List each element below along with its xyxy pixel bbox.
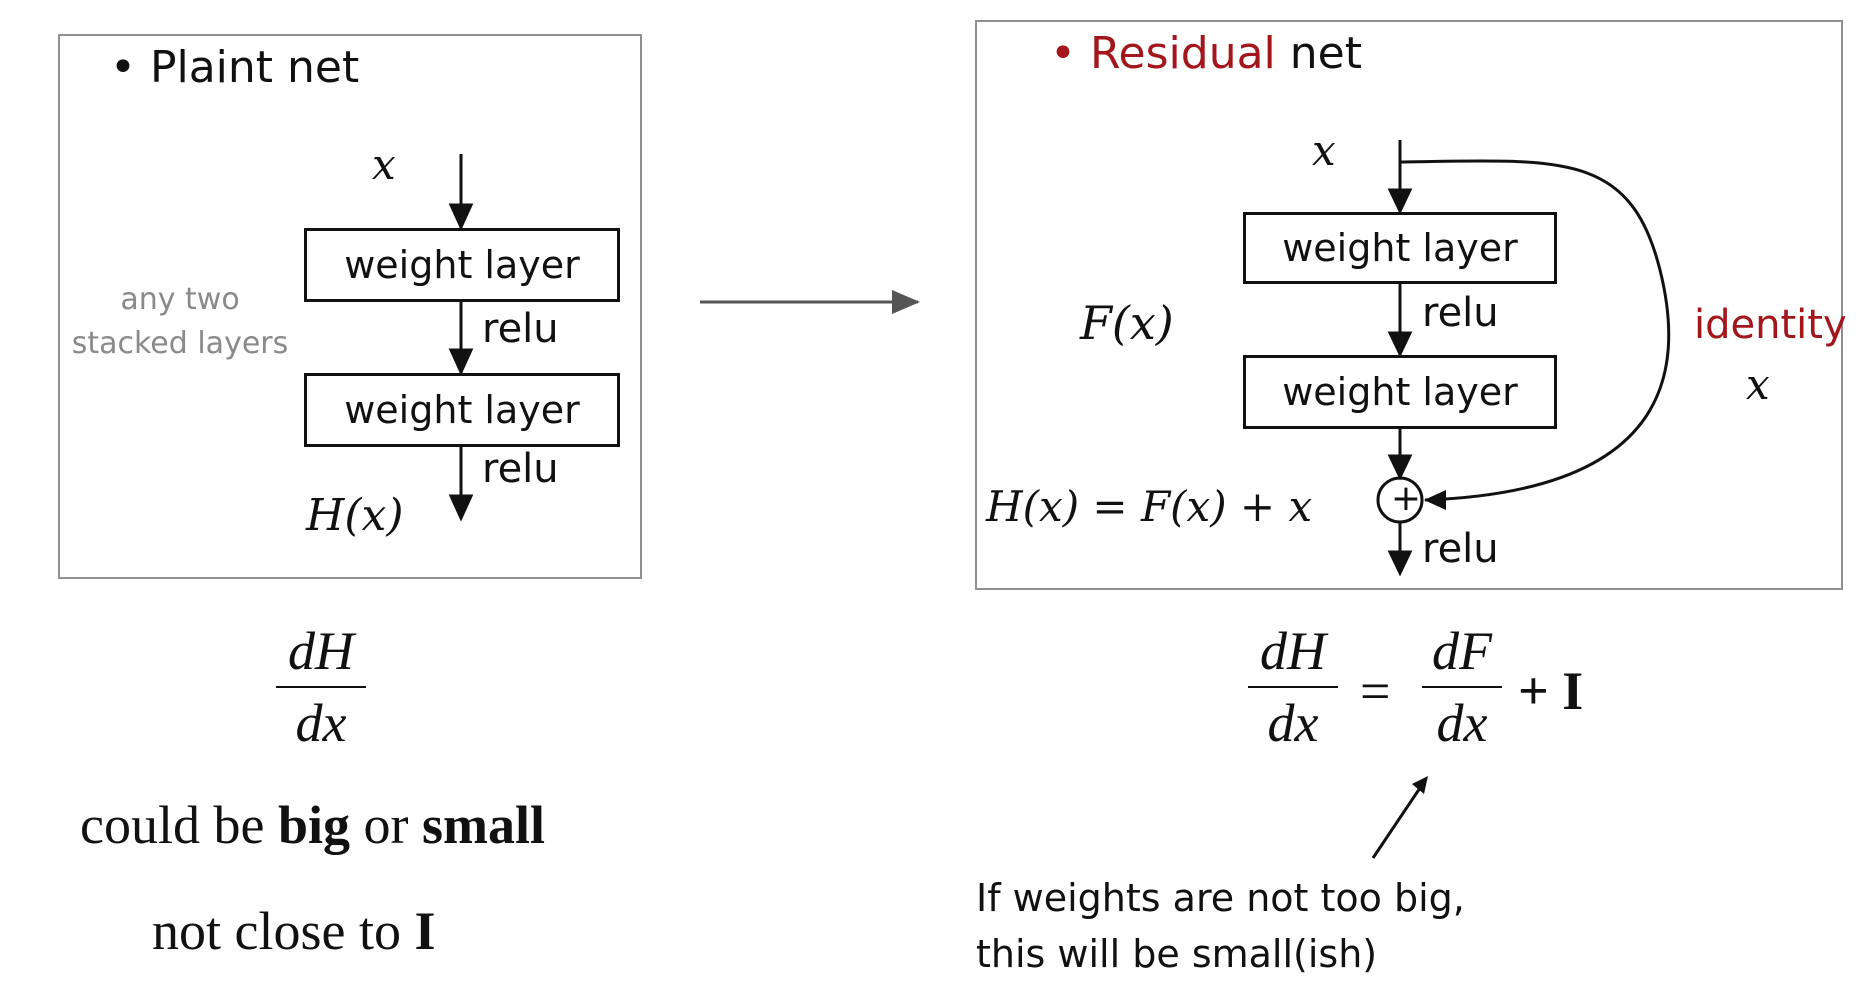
plain-net-title-text: Plaint net xyxy=(149,42,360,93)
residual-input-var: x xyxy=(1312,126,1336,175)
residual-rhs-derivative: dF dx xyxy=(1422,622,1502,752)
plain-arrowhead-out xyxy=(448,494,474,522)
residual-title-word: Residual xyxy=(1089,28,1276,79)
residual-equation: H(x) = F(x) + x xyxy=(986,482,1313,531)
equals-sign: = xyxy=(1360,661,1391,721)
residual-weight-layer-2: weight layer xyxy=(1243,355,1557,429)
residual-relu-1: relu xyxy=(1422,290,1499,336)
plain-weight-layer-2: weight layer xyxy=(304,373,620,447)
residual-weight-layer-1: weight layer xyxy=(1243,212,1557,284)
bullet: • xyxy=(1050,28,1076,79)
net-title-word: net xyxy=(1289,28,1362,79)
identity-arrowhead xyxy=(1424,490,1446,510)
plain-side-note-line1: any two xyxy=(120,282,240,317)
fraction-bar xyxy=(276,686,366,688)
plain-net-title: • Plaint net xyxy=(110,42,359,93)
plain-side-note: any two stacked layers xyxy=(70,278,290,366)
annotation-line2: this will be small(ish) xyxy=(976,932,1378,976)
plain-output: H(x) xyxy=(306,490,404,541)
residual-arrowhead-to-sum xyxy=(1387,454,1413,481)
fraction-bar xyxy=(1422,686,1502,688)
plain-derivative: dH dx xyxy=(276,622,366,752)
rhs-den: dx xyxy=(1436,693,1488,753)
plain-claim-line1: could be big or small xyxy=(80,794,545,856)
plain-relu-2: relu xyxy=(482,446,559,492)
plain-claim-line2: not close to I xyxy=(152,900,435,962)
residual-fx-label: F(x) xyxy=(1080,296,1174,350)
plain-derivative-num: dH xyxy=(288,621,354,681)
plain-derivative-den: dx xyxy=(295,693,347,753)
annotation-line1: If weights are not too big, xyxy=(976,876,1465,920)
claim-small: small xyxy=(421,795,545,855)
plain-input-var: x xyxy=(372,140,396,189)
annotation-text: If weights are not too big, this will be… xyxy=(976,870,1465,982)
fraction-bar xyxy=(1248,686,1338,688)
identity-var: x xyxy=(1746,360,1770,409)
lhs-num: dH xyxy=(1260,621,1326,681)
plus-identity: + I xyxy=(1518,661,1584,721)
plain-arrowhead-relu1 xyxy=(448,348,474,376)
residual-net-panel xyxy=(975,20,1843,590)
residual-arrowhead-in xyxy=(1387,188,1413,215)
lhs-den: dx xyxy=(1267,693,1319,753)
residual-lhs-derivative: dH dx xyxy=(1248,622,1338,752)
plain-arrowhead-in xyxy=(448,203,474,231)
annotation-arrow xyxy=(1371,781,1426,859)
residual-relu-out: relu xyxy=(1422,526,1499,572)
residual-arrowhead-out xyxy=(1387,550,1413,577)
claim-big: big xyxy=(277,795,350,855)
plain-relu-1: relu xyxy=(482,306,559,352)
rhs-num: dF xyxy=(1432,621,1492,681)
claim-identity: I xyxy=(414,901,436,961)
plain-net-panel xyxy=(58,34,642,579)
bullet: • xyxy=(110,42,136,93)
plain-side-note-line2: stacked layers xyxy=(71,326,289,361)
claim-not-close: not close to xyxy=(152,901,401,961)
residual-arrowhead-relu1 xyxy=(1387,331,1413,358)
sum-node xyxy=(1376,476,1424,524)
identity-label: identity xyxy=(1694,302,1847,348)
claim-text: could be xyxy=(80,795,265,855)
identity-skip-path xyxy=(1399,159,1671,502)
residual-net-title: • Residual net xyxy=(1050,28,1362,79)
plain-weight-layer-1: weight layer xyxy=(304,228,620,302)
annotation-arrowhead xyxy=(1412,776,1428,794)
claim-or: or xyxy=(363,795,409,855)
